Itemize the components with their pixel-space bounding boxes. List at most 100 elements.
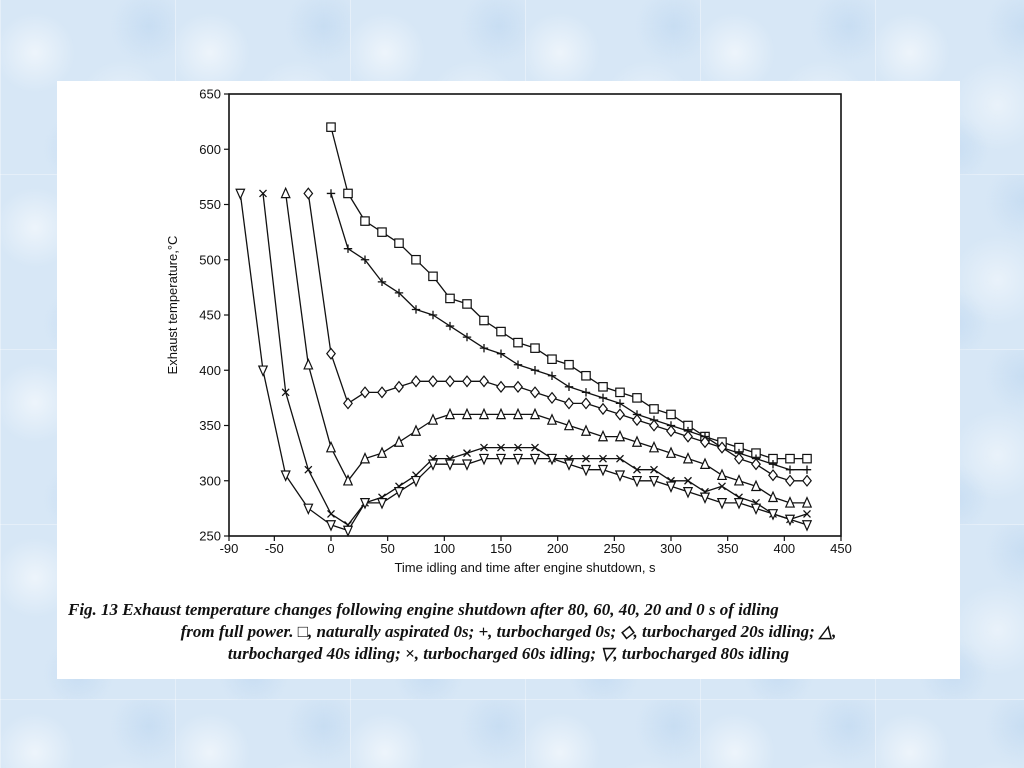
diamond-marker [717, 441, 727, 454]
diamond-marker [530, 386, 540, 399]
x-marker [718, 482, 726, 491]
triangle-up-marker [461, 407, 473, 420]
x-marker [531, 443, 539, 452]
square-marker [445, 293, 455, 304]
square-marker [377, 227, 387, 237]
triangle-down-marker [597, 464, 609, 477]
diamond-marker [326, 347, 336, 360]
x-tick-label: 150 [490, 541, 512, 556]
triangle-down-marker [393, 487, 405, 499]
triangle-up-marker [784, 496, 796, 508]
triangle-down-marker [359, 498, 371, 510]
figure-panel: -90 -50 0 50 100 150 200 250 300 350 400 450 250 300 3… [57, 81, 960, 679]
triangle-down-marker [801, 520, 813, 532]
triangle-up-marker [733, 474, 745, 486]
square-marker [530, 343, 540, 353]
plus-marker [615, 399, 625, 408]
triangle-down-marker [665, 481, 677, 493]
series-triangle-up [280, 186, 813, 508]
square-marker [547, 354, 557, 364]
square-marker [360, 216, 370, 226]
x-tick-label: -90 [220, 541, 239, 556]
x-tick-label: 50 [380, 541, 394, 556]
triangle-down-marker [563, 459, 575, 471]
plus-marker [581, 388, 591, 397]
square-marker [479, 315, 489, 326]
triangle-down-marker [512, 453, 524, 466]
plus-marker [785, 465, 795, 474]
triangle-up-marker [801, 496, 813, 508]
square-marker [496, 326, 506, 337]
diamond-marker [649, 419, 659, 432]
x-marker [480, 443, 488, 452]
triangle-down-marker [716, 498, 728, 510]
x-marker [497, 443, 505, 452]
diamond-marker [479, 375, 489, 388]
diamond-marker [802, 474, 812, 487]
y-tick-label: 650 [199, 87, 221, 102]
triangle-down-marker [376, 498, 388, 510]
triangle-up-marker [563, 418, 575, 431]
square-marker [666, 409, 676, 420]
series-triangle-down [235, 188, 813, 538]
x-marker [616, 454, 624, 463]
plus-marker [530, 366, 540, 375]
diamond-marker [581, 397, 591, 410]
diamond-marker [394, 380, 404, 393]
triangle-up-marker [682, 451, 694, 464]
triangle-up-marker [631, 435, 643, 447]
y-axis-label: Exhaust temperature,°C [165, 236, 180, 375]
y-tick-label: 550 [199, 197, 221, 212]
x-tick-label: 450 [830, 541, 852, 556]
triangle-up-marker [750, 479, 762, 492]
x-marker [514, 443, 522, 452]
plus-marker [547, 371, 557, 380]
y-tick-label: 400 [199, 363, 221, 378]
y-tick-label: 450 [199, 308, 221, 323]
triangle-up-marker [716, 468, 728, 481]
square-marker [632, 393, 642, 403]
triangle-up-marker [393, 435, 405, 447]
triangle-up-marker [495, 407, 507, 420]
plus-marker [496, 349, 506, 358]
diamond-marker [343, 397, 353, 410]
triangle-down-marker [784, 514, 796, 527]
diamond-marker [615, 408, 625, 421]
triangle-up-marker [325, 440, 337, 453]
triangle-up-marker [342, 474, 354, 486]
diamond-marker [734, 452, 744, 465]
plus-marker [598, 393, 608, 403]
triangle-down-marker [580, 464, 592, 477]
plus-marker [326, 189, 336, 198]
x-tick-label: 100 [433, 541, 455, 556]
triangle-down-marker [631, 475, 643, 488]
plus-marker [462, 332, 472, 342]
x-marker [684, 476, 692, 485]
triangle-down-marker [682, 487, 694, 499]
square-marker [785, 453, 795, 464]
x-tick-label: 0 [327, 541, 334, 556]
plus-marker [343, 244, 353, 253]
x-marker [259, 189, 267, 198]
triangle-down-marker [648, 475, 660, 488]
y-tick-label: 300 [199, 473, 221, 488]
diamond-marker [360, 386, 370, 399]
series-diamond [303, 187, 812, 487]
triangle-up-marker [359, 451, 371, 464]
x-tick-label: 250 [603, 541, 625, 556]
x-marker [327, 509, 335, 518]
diamond-marker [700, 435, 710, 449]
triangle-down-marker [478, 453, 490, 466]
diamond-marker [445, 375, 455, 388]
triangle-up-marker [767, 490, 779, 503]
x-tick-label: 300 [660, 541, 682, 556]
x-marker [803, 509, 811, 518]
figure-caption: Fig. 13 Exhaust temperature changes foll… [57, 599, 960, 665]
diamond-marker [547, 391, 557, 405]
diamond-marker [411, 375, 421, 388]
triangle-up-marker [376, 446, 388, 458]
triangle-up-marker [546, 413, 558, 425]
square-marker [513, 337, 523, 348]
triangle-down-marker [427, 459, 439, 471]
triangle-up-marker [580, 424, 592, 436]
